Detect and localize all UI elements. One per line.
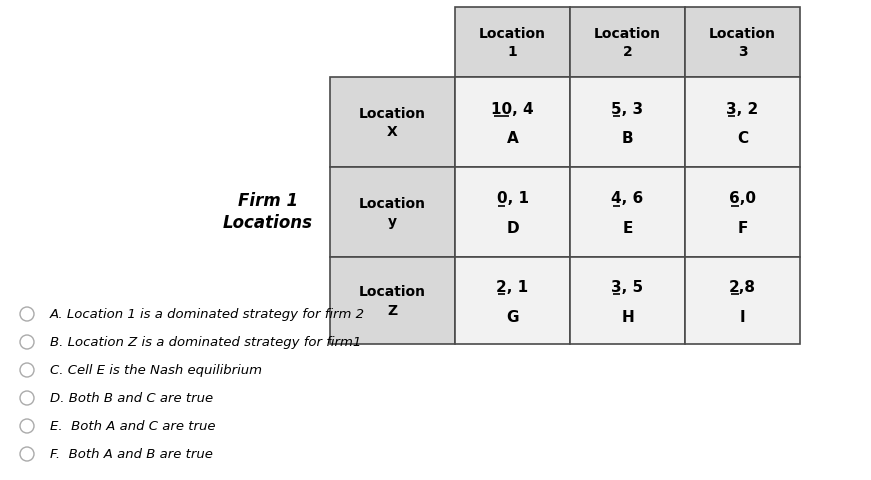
Bar [685,168,800,257]
Text: C: C [737,131,748,146]
Text: 0, 1: 0, 1 [496,191,529,206]
Text: F.  Both A and B are true: F. Both A and B are true [50,447,213,460]
Bar [455,168,570,257]
Text: 10, 4: 10, 4 [491,101,534,116]
Text: D: D [506,221,519,236]
Bar [685,257,800,344]
Text: 3, 2: 3, 2 [726,101,759,116]
Text: H: H [621,309,634,324]
Bar [570,78,685,168]
Bar [685,8,800,78]
Text: E: E [622,221,632,236]
Text: 4, 6: 4, 6 [611,191,644,206]
Text: 5, 3: 5, 3 [611,101,644,116]
Text: Location
Z: Location Z [359,285,426,317]
Text: E.  Both A and C are true: E. Both A and C are true [50,420,215,432]
Text: D. Both B and C are true: D. Both B and C are true [50,392,213,405]
Bar [455,257,570,344]
Bar [330,78,455,168]
Text: 6,0: 6,0 [729,191,756,206]
Bar [570,8,685,78]
Text: Location
X: Location X [359,107,426,139]
Bar [455,8,570,78]
Text: F: F [738,221,747,236]
Text: G: G [506,309,519,324]
Bar [330,257,455,344]
Text: Locations: Locations [223,214,313,232]
Bar [330,168,455,257]
Text: A: A [507,131,518,146]
Text: Location
3: Location 3 [709,27,776,59]
Text: B: B [622,131,633,146]
Text: 2, 1: 2, 1 [496,279,529,294]
Text: A. Location 1 is a dominated strategy for firm 2: A. Location 1 is a dominated strategy fo… [50,308,365,321]
Text: 3, 5: 3, 5 [611,279,644,294]
Text: B. Location Z is a dominated strategy for firm1: B. Location Z is a dominated strategy fo… [50,336,361,349]
Bar [570,168,685,257]
Text: Location
2: Location 2 [594,27,661,59]
Bar [570,257,685,344]
Bar [685,78,800,168]
Text: Location
1: Location 1 [479,27,546,59]
Bar [455,78,570,168]
Text: C. Cell E is the Nash equilibrium: C. Cell E is the Nash equilibrium [50,364,262,377]
Text: 2,8: 2,8 [729,279,756,294]
Text: I: I [739,309,746,324]
Text: Location
y: Location y [359,196,426,229]
Text: Firm 1: Firm 1 [238,192,298,210]
